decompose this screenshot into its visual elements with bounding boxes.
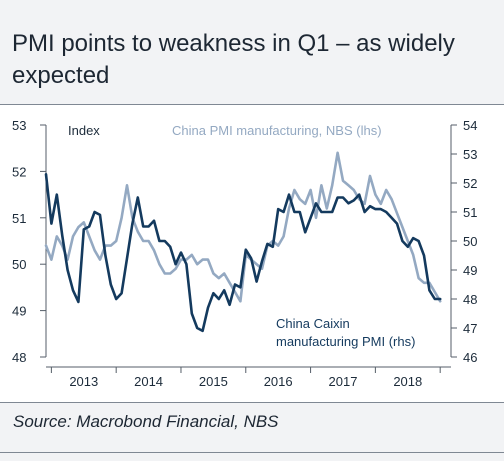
- bottom-divider: [0, 452, 504, 453]
- caixin-line: [44, 173, 442, 333]
- axis-layer: 53 52 51 50 49 48 54 53 52 51 50 49 48 47 46 2013 2014 20…: [12, 118, 477, 389]
- x-tick-label: 2014: [134, 374, 163, 389]
- title-divider: [0, 104, 504, 105]
- x-tick-label: 2018: [393, 374, 422, 389]
- source-divider: [0, 402, 504, 403]
- right-tick-label: 53: [463, 147, 477, 162]
- x-tick-label: 2016: [264, 374, 293, 389]
- source-note: Source: Macrobond Financial, NBS: [13, 412, 279, 431]
- legend-caixin-line1: China Caixin: [276, 316, 350, 331]
- left-tick-label: 53: [12, 118, 26, 133]
- left-tick-label: 52: [12, 164, 26, 179]
- legend-caixin-line2: manufacturing PMI (rhs): [276, 334, 415, 349]
- right-tick-label: 50: [463, 234, 477, 249]
- left-tick-label: 49: [12, 304, 26, 319]
- left-tick-label: 48: [12, 350, 26, 365]
- x-tick-label: 2015: [199, 374, 228, 389]
- right-tick-label: 54: [463, 118, 477, 133]
- right-tick-label: 52: [463, 176, 477, 191]
- pmi-chart: 53 52 51 50 49 48 54 53 52 51 50 49 48 47 46 2013 2014 20…: [12, 118, 477, 389]
- nbs-line: [44, 151, 442, 303]
- series-layer: [44, 151, 442, 333]
- right-tick-label: 47: [463, 321, 477, 336]
- left-tick-label: 51: [12, 211, 26, 226]
- left-tick-label: 50: [12, 257, 26, 272]
- legend-caixin: China Caixin manufacturing PMI (rhs): [276, 316, 415, 349]
- right-tick-label: 48: [463, 292, 477, 307]
- chart-title: PMI points to weakness in Q1 – as widely…: [12, 30, 455, 89]
- right-tick-label: 49: [463, 263, 477, 278]
- plot-panel: 53 52 51 50 49 48 54 53 52 51 50 49 48 47 46 2013 2014 20…: [0, 105, 504, 402]
- x-tick-label: 2017: [329, 374, 358, 389]
- right-tick-label: 51: [463, 205, 477, 220]
- x-tick-label: 2013: [69, 374, 98, 389]
- title-area: PMI points to weakness in Q1 – as widely…: [0, 0, 504, 104]
- right-tick-label: 46: [463, 350, 477, 365]
- legend-nbs: China PMI manufacturing, NBS (lhs): [172, 123, 382, 138]
- unit-label: Index: [68, 123, 100, 138]
